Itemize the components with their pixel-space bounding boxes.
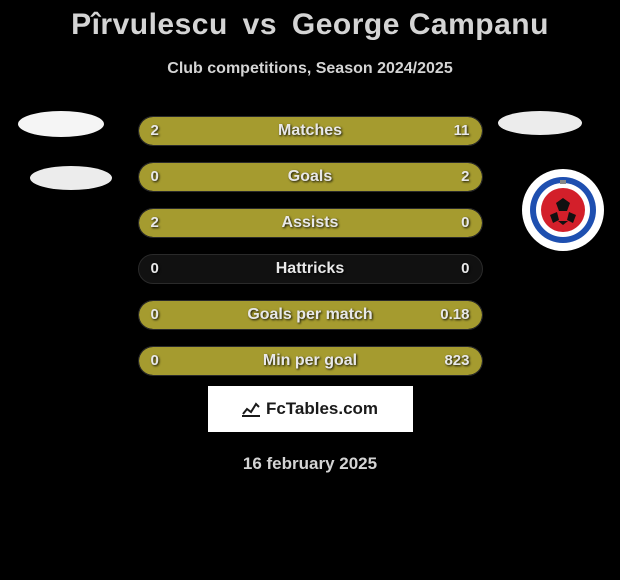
stat-bar: 2Assists0 <box>138 208 483 238</box>
comparison-card: Pîrvulescu vs George Campanu Club compet… <box>0 0 620 474</box>
stat-value-left: 2 <box>151 209 159 237</box>
player2-name: George Campanu <box>292 8 549 41</box>
footer-date: 16 february 2025 <box>0 454 620 474</box>
stat-value-right: 0 <box>461 255 469 283</box>
stat-bar: 2Matches11 <box>138 116 483 146</box>
stat-value-left: 2 <box>151 117 159 145</box>
stat-bar: 0Goals per match0.18 <box>138 300 483 330</box>
club-logo-left-1 <box>18 111 104 137</box>
stat-bar: 0Min per goal823 <box>138 346 483 376</box>
stat-value-left: 0 <box>151 301 159 329</box>
stat-bar: 0Goals2 <box>138 162 483 192</box>
club-logo-right-1 <box>498 111 582 135</box>
stat-value-left: 0 <box>151 163 159 191</box>
stat-label: Hattricks <box>139 255 482 283</box>
vs-label: vs <box>243 8 277 41</box>
player1-name: Pîrvulescu <box>71 8 228 41</box>
subtitle: Club competitions, Season 2024/2025 <box>0 60 620 78</box>
stat-label: Goals <box>139 163 482 191</box>
stat-value-left: 0 <box>151 347 159 375</box>
stat-value-right: 11 <box>454 117 470 145</box>
stat-label: Matches <box>139 117 482 145</box>
stat-value-right: 0 <box>461 209 469 237</box>
stat-value-right: 2 <box>461 163 469 191</box>
stat-value-right: 823 <box>444 347 469 375</box>
club-logo-left-2 <box>30 166 112 190</box>
stat-bar: 0Hattricks0 <box>138 254 483 284</box>
botosani-badge-icon <box>528 175 598 245</box>
stat-value-right: 0.18 <box>440 301 469 329</box>
brand-badge: FcTables.com <box>208 386 413 432</box>
stat-value-left: 0 <box>151 255 159 283</box>
stat-label: Assists <box>139 209 482 237</box>
page-title: Pîrvulescu vs George Campanu <box>0 8 620 42</box>
brand-text: FcTables.com <box>266 399 378 419</box>
bars-host: 2Matches110Goals22Assists00Hattricks00Go… <box>0 116 620 376</box>
chart-area: 2Matches110Goals22Assists00Hattricks00Go… <box>0 116 620 376</box>
club-logo-right-botosani <box>522 169 604 251</box>
chart-icon <box>242 401 260 417</box>
stat-label: Goals per match <box>139 301 482 329</box>
stat-label: Min per goal <box>139 347 482 375</box>
